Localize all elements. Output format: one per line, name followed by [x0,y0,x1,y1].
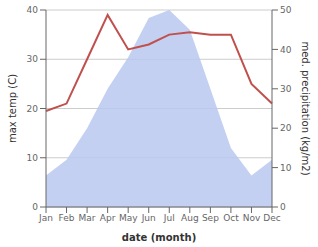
svg-text:Nov: Nov [243,213,261,223]
svg-text:0: 0 [32,202,38,212]
svg-text:Oct: Oct [223,213,239,223]
svg-text:max temp (C): max temp (C) [8,74,18,143]
svg-text:Jan: Jan [38,213,53,223]
svg-text:Apr: Apr [100,213,116,223]
svg-text:date (month): date (month) [122,232,196,243]
svg-text:30: 30 [27,54,39,64]
svg-text:20: 20 [27,104,39,114]
svg-text:Sep: Sep [202,213,219,223]
svg-text:40: 40 [27,5,39,15]
svg-text:30: 30 [280,84,292,94]
svg-text:med. precipitation (kg/m2): med. precipitation (kg/m2) [300,41,310,175]
svg-text:40: 40 [280,45,292,55]
svg-text:10: 10 [280,163,292,173]
svg-text:Jun: Jun [141,213,156,223]
svg-text:50: 50 [280,5,292,15]
svg-text:0: 0 [280,202,286,212]
svg-text:Aug: Aug [181,213,199,223]
svg-text:20: 20 [280,123,292,133]
svg-text:May: May [119,213,138,223]
svg-text:Dec: Dec [263,213,280,223]
svg-text:Mar: Mar [79,213,96,223]
svg-text:Feb: Feb [59,213,75,223]
svg-text:Jul: Jul [163,213,175,223]
svg-text:10: 10 [27,153,39,163]
